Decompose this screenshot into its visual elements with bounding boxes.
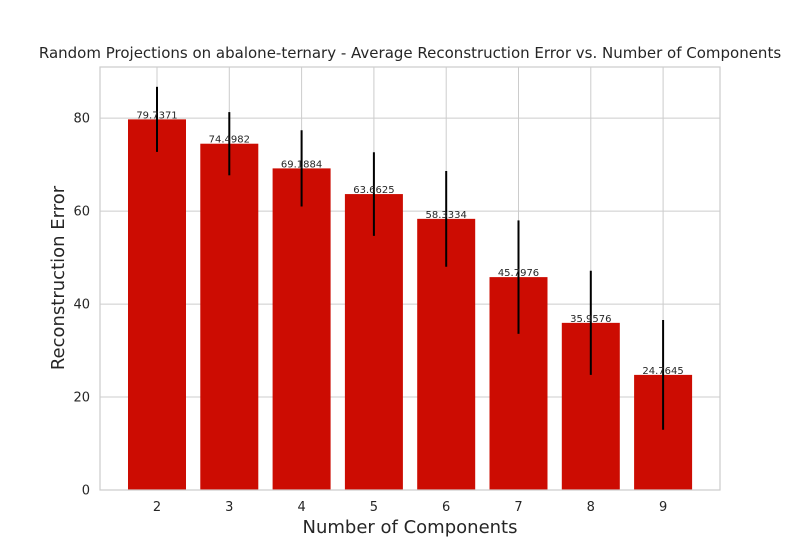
x-tick-label: 3 <box>225 500 233 515</box>
y-tick-label: 60 <box>73 205 90 220</box>
data-label: 79.7371 <box>136 110 177 121</box>
y-tick-label: 80 <box>73 112 90 127</box>
x-ticks-layer: 2 3 4 5 6 7 8 9 <box>153 500 667 515</box>
y-tick-label: 40 <box>73 298 90 313</box>
bar <box>272 168 331 490</box>
plot-frame <box>99 66 721 491</box>
x-tick-label: 5 <box>370 500 378 515</box>
data-label: 58.3334 <box>426 210 467 221</box>
bar <box>200 143 259 490</box>
bar <box>128 119 186 491</box>
bar <box>344 194 403 490</box>
chart-title: Random Projections on abalone-ternary - … <box>39 44 781 62</box>
plot-background <box>100 67 720 490</box>
y-tick-label: 20 <box>73 391 90 406</box>
y-tick-label: 0 <box>82 484 90 499</box>
data-label: 24.7645 <box>642 366 683 377</box>
data-label: 45.7976 <box>498 268 539 279</box>
data-label: 74.4982 <box>209 135 250 146</box>
data-label: 63.6625 <box>353 185 394 196</box>
data-label: 69.1884 <box>281 159 322 170</box>
x-axis-label: Number of Components <box>303 517 518 538</box>
x-tick-label: 8 <box>587 500 595 515</box>
x-tick-label: 7 <box>514 500 522 515</box>
x-tick-label: 6 <box>442 500 450 515</box>
y-axis-label: Reconstruction Error <box>48 185 69 370</box>
x-tick-label: 4 <box>297 500 305 515</box>
x-tick-label: 9 <box>659 500 667 515</box>
data-label: 35.9576 <box>570 314 611 325</box>
errors-layer <box>156 86 665 430</box>
x-tick-label: 2 <box>153 500 161 515</box>
y-ticks-layer: 0 20 40 60 80 <box>73 112 90 499</box>
data-labels-layer: 79.7371 74.4982 69.1884 63.6625 58.3334 45.79… <box>136 110 683 377</box>
